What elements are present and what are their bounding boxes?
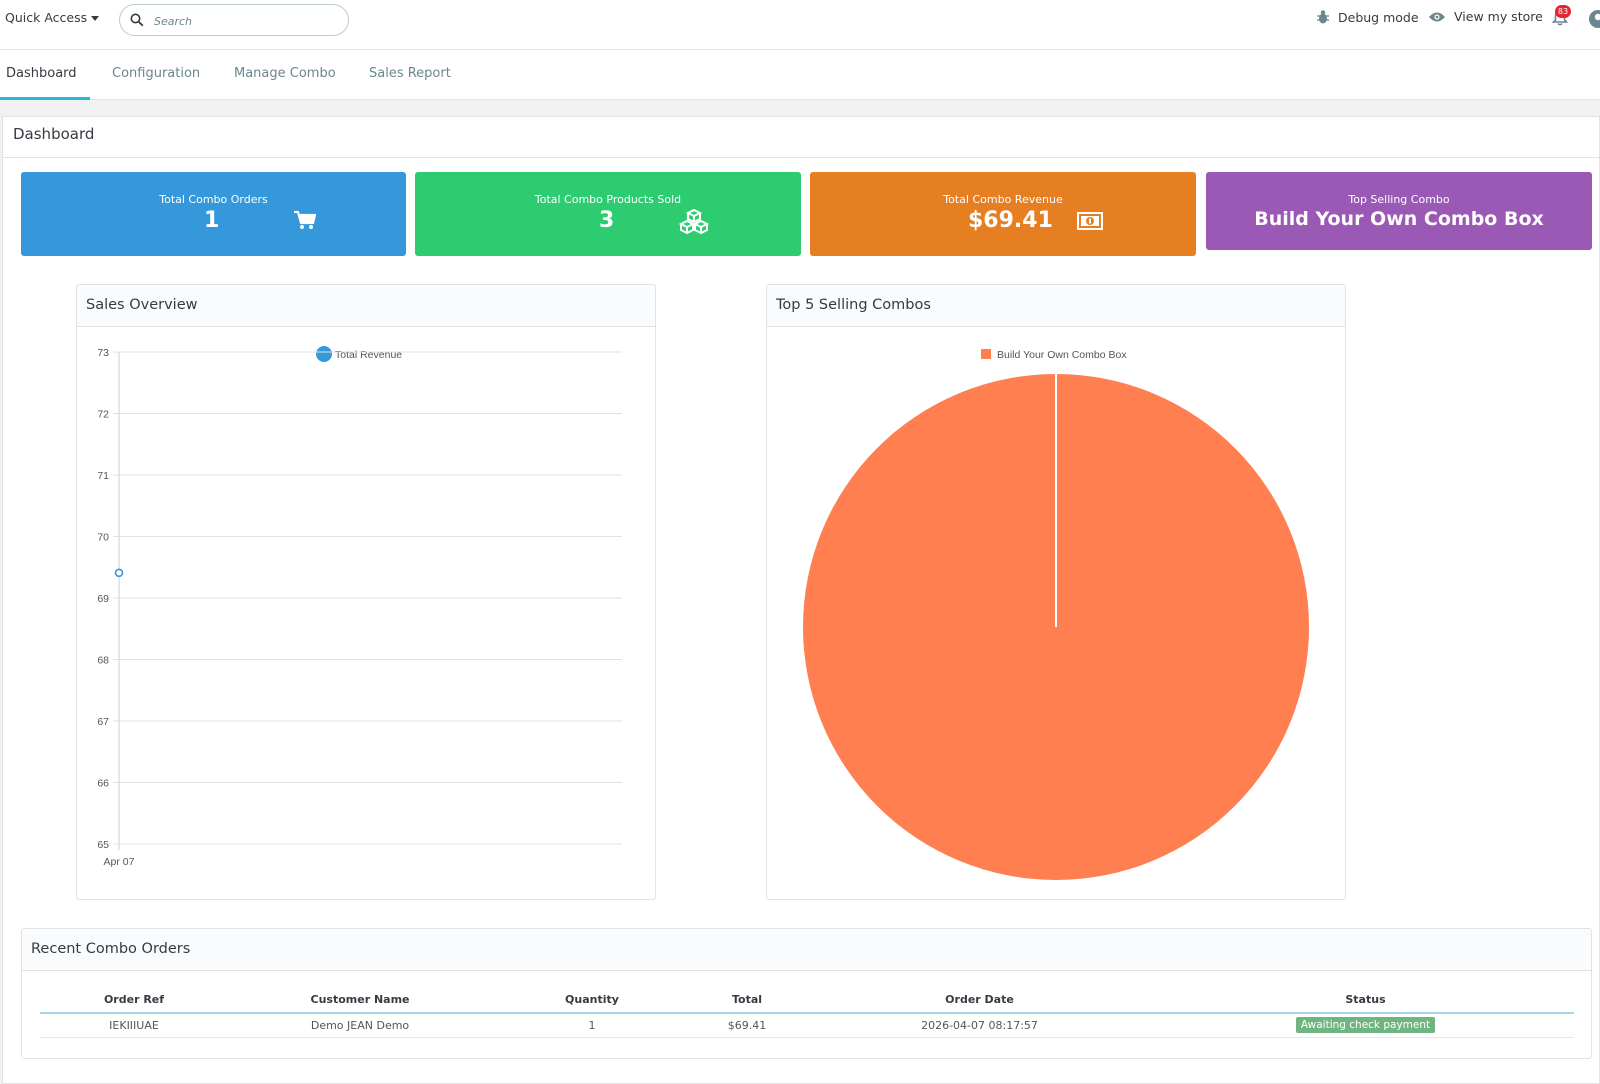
y-tick-label: 69 bbox=[97, 593, 109, 605]
page-title: Dashboard bbox=[13, 125, 95, 143]
x-tick-label: Apr 07 bbox=[104, 856, 135, 868]
order-ref-cell: IEKIIIUAE bbox=[40, 1013, 228, 1038]
status-badge: Awaiting check payment bbox=[1295, 1017, 1436, 1034]
column-header: Order Date bbox=[802, 987, 1157, 1014]
y-tick-label: 72 bbox=[97, 409, 109, 421]
notification-badge: 83 bbox=[1555, 5, 1571, 18]
divider bbox=[3, 157, 1599, 158]
y-tick-label: 70 bbox=[97, 532, 109, 544]
total-cell: $69.41 bbox=[692, 1013, 802, 1038]
tab-bar: Dashboard Configuration Manage Combo Sal… bbox=[0, 50, 1600, 100]
quick-access-label: Quick Access bbox=[5, 10, 88, 25]
y-tick-label: 68 bbox=[97, 655, 109, 667]
sales-overview-panel: Sales Overview Total Revenue 65 66 67 68 69 70… bbox=[76, 284, 656, 900]
kpi-products-value: 3 bbox=[599, 208, 615, 233]
top5-panel: Top 5 Selling Combos Build Your Own Comb… bbox=[766, 284, 1346, 900]
table-header-row: Order Ref Customer Name Quantity Total O… bbox=[40, 987, 1574, 1014]
top5-header: Top 5 Selling Combos bbox=[767, 285, 1345, 327]
debug-mode-label: Debug mode bbox=[1338, 9, 1419, 25]
customer-name-cell: Demo JEAN Demo bbox=[228, 1013, 492, 1038]
view-store-label: View my store bbox=[1454, 9, 1543, 24]
cubes-icon bbox=[679, 208, 709, 234]
kpi-revenue-label: Total Combo Revenue bbox=[943, 193, 1063, 206]
column-header: Quantity bbox=[492, 987, 692, 1014]
kpi-top-value: Build Your Own Combo Box bbox=[1254, 208, 1544, 230]
recent-orders-panel: Recent Combo Orders Order Ref Customer N… bbox=[21, 928, 1592, 1059]
quick-access-dropdown[interactable]: Quick Access bbox=[5, 10, 100, 25]
sales-overview-title: Sales Overview bbox=[86, 297, 198, 313]
kpi-total-orders: Total Combo Orders 1 bbox=[21, 172, 406, 256]
legend-marker bbox=[981, 349, 991, 359]
status-cell: Awaiting check payment bbox=[1157, 1013, 1574, 1038]
column-header: Status bbox=[1157, 987, 1574, 1014]
orders-table: Order Ref Customer Name Quantity Total O… bbox=[40, 987, 1574, 1038]
recent-orders-header: Recent Combo Orders bbox=[22, 929, 1591, 971]
y-tick-label: 66 bbox=[97, 778, 109, 790]
search-icon[interactable] bbox=[130, 13, 144, 27]
legend-marker bbox=[316, 346, 332, 362]
sales-overview-header: Sales Overview bbox=[77, 285, 655, 327]
kpi-top-label: Top Selling Combo bbox=[1348, 193, 1450, 206]
kpi-top-selling: Top Selling Combo Build Your Own Combo B… bbox=[1206, 172, 1592, 250]
view-store-link[interactable]: View my store bbox=[1428, 9, 1543, 24]
legend-label: Total Revenue bbox=[335, 349, 402, 361]
kpi-orders-value: 1 bbox=[204, 208, 220, 233]
user-avatar-icon[interactable] bbox=[1588, 9, 1600, 29]
quantity-cell: 1 bbox=[492, 1013, 692, 1038]
y-tick-label: 65 bbox=[97, 839, 109, 851]
recent-orders-title: Recent Combo Orders bbox=[31, 941, 191, 957]
caret-down-icon bbox=[91, 16, 100, 21]
sales-line-chart: Total Revenue 65 66 67 68 69 70 71 72 73 Apr 07 bbox=[97, 346, 622, 868]
kpi-products-label: Total Combo Products Sold bbox=[534, 193, 682, 206]
top5-title: Top 5 Selling Combos bbox=[776, 297, 931, 313]
column-header: Total bbox=[692, 987, 802, 1014]
search-box bbox=[119, 4, 349, 36]
kpi-products-sold: Total Combo Products Sold 3 bbox=[415, 172, 801, 256]
search-input[interactable] bbox=[154, 11, 334, 31]
column-header: Order Ref bbox=[40, 987, 228, 1014]
kpi-orders-label: Total Combo Orders bbox=[159, 193, 268, 206]
column-header: Customer Name bbox=[228, 987, 492, 1014]
table-row[interactable]: IEKIIIUAE Demo JEAN Demo 1 $69.41 2026-0… bbox=[40, 1013, 1574, 1038]
tab-dashboard[interactable]: Dashboard bbox=[0, 50, 90, 100]
legend-label: Build Your Own Combo Box bbox=[997, 349, 1127, 361]
kpi-revenue-value: $69.41 bbox=[968, 208, 1053, 233]
money-icon bbox=[1077, 212, 1103, 230]
top-header: Quick Access Debug mode View my store 83 bbox=[0, 0, 1600, 50]
data-point bbox=[114, 568, 124, 578]
kpi-total-revenue: Total Combo Revenue $69.41 bbox=[810, 172, 1196, 256]
top5-pie-chart: Build Your Own Combo Box bbox=[803, 349, 1309, 880]
tab-configuration[interactable]: Configuration bbox=[112, 66, 201, 81]
tab-manage-combo[interactable]: Manage Combo bbox=[234, 66, 336, 81]
y-tick-label: 71 bbox=[97, 470, 109, 482]
order-date-cell: 2026-04-07 08:17:57 bbox=[802, 1013, 1157, 1038]
bug-icon bbox=[1317, 10, 1329, 24]
eye-icon bbox=[1429, 12, 1445, 21]
debug-mode-link[interactable]: Debug mode bbox=[1316, 9, 1419, 25]
y-tick-label: 67 bbox=[97, 716, 109, 728]
cart-icon bbox=[294, 210, 317, 229]
tab-sales-report[interactable]: Sales Report bbox=[369, 66, 451, 81]
y-tick-label: 73 bbox=[97, 347, 109, 359]
